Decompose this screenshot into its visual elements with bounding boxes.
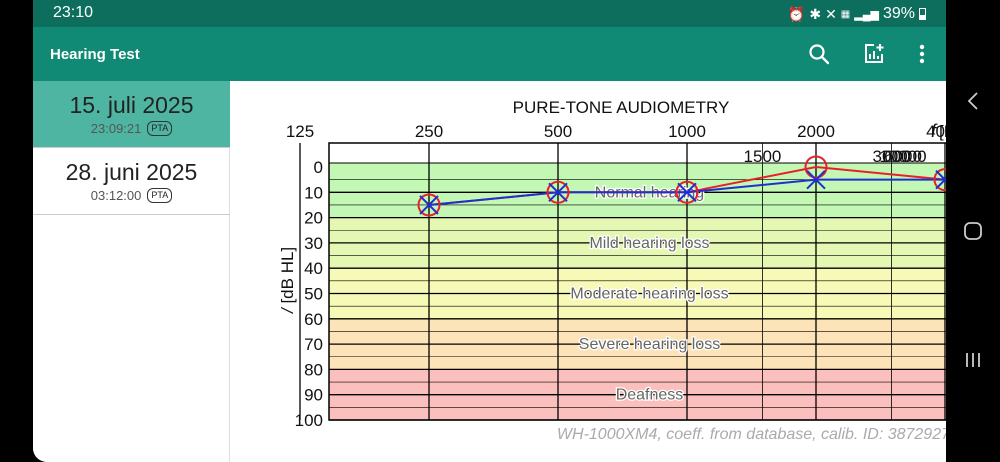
y-unit-symbol: / <box>278 304 297 314</box>
battery-icon <box>919 8 926 20</box>
add-chart-button[interactable] <box>859 39 889 69</box>
y-tick-label: 100 <box>295 411 323 430</box>
pta-badge: PTA <box>147 121 172 136</box>
app-title: Hearing Test <box>50 46 140 63</box>
x-minor-tick-label: 10000 <box>879 147 926 166</box>
band-label: Deafness <box>616 387 684 404</box>
volte-icon: ▦ <box>841 9 850 20</box>
status-icons: ⏰ ✱ ✕ ▦ ▂▄▆ 39% <box>788 5 926 23</box>
search-icon <box>808 43 830 65</box>
y-tick-label: 50 <box>304 285 323 304</box>
recents-icon <box>963 350 983 370</box>
y-tick-label: 10 <box>304 183 323 202</box>
y-tick-label: 40 <box>304 259 323 278</box>
more-options-button[interactable] <box>907 39 937 69</box>
audiogram-panel: Normal hearing Mild hearing loss Moderate … <box>231 81 946 462</box>
recents-button[interactable] <box>958 345 988 375</box>
plot-header-area <box>329 143 946 163</box>
session-date: 15. juli 2025 <box>33 92 230 119</box>
app-bar: Hearing Test <box>33 27 946 81</box>
chart-title: PURE-TONE AUDIOMETRY <box>513 98 730 117</box>
app-screen: 23:10 ⏰ ✱ ✕ ▦ ▂▄▆ 39% Hearing Test <box>33 0 946 462</box>
home-button[interactable] <box>958 216 988 246</box>
status-bar: 23:10 ⏰ ✱ ✕ ▦ ▂▄▆ 39% <box>33 0 946 27</box>
y-tick-label: 0 <box>314 158 323 177</box>
alarm-icon: ⏰ <box>788 6 805 23</box>
session-item[interactable]: 28. juni 2025 03:12:00 PTA <box>33 148 230 215</box>
y-unit-label: / [dB HL] <box>278 247 297 314</box>
x-minor-tick-label: 1500 <box>744 147 782 166</box>
session-time: 23:09:21 <box>91 121 142 136</box>
band-label: Moderate hearing loss <box>570 286 728 303</box>
search-button[interactable] <box>804 39 834 69</box>
x-tick-label: 1000 <box>668 122 706 141</box>
session-date: 28. juni 2025 <box>33 159 230 186</box>
pta-badge: PTA <box>147 188 172 203</box>
calibration-footnote: WH-1000XM4, coeff. from database, calib.… <box>557 426 946 443</box>
x-tick-label: 125 <box>286 122 314 141</box>
status-time: 23:10 <box>53 4 93 22</box>
y-tick-label: 30 <box>304 234 323 253</box>
session-item[interactable]: 15. juli 2025 23:09:21 PTA <box>33 81 230 148</box>
x-unit-label: [Hz] <box>939 122 946 141</box>
x-tick-label: 250 <box>415 122 443 141</box>
band-label: Mild hearing loss <box>589 235 709 252</box>
y-tick-label: 60 <box>304 310 323 329</box>
x-tick-label: 2000 <box>797 122 835 141</box>
session-list: 15. juli 2025 23:09:21 PTA 28. juni 2025… <box>33 81 230 462</box>
signal-icon: ▂▄▆ <box>854 8 879 21</box>
back-button[interactable] <box>958 86 988 116</box>
home-icon <box>963 221 983 241</box>
bluetooth-icon: ✱ <box>809 6 821 23</box>
battery-level: 39% <box>883 5 915 23</box>
y-unit-text: [dB HL] <box>278 247 297 304</box>
x-tick-label: 500 <box>544 122 572 141</box>
add-chart-icon <box>863 43 885 65</box>
mute-icon: ✕ <box>825 6 837 23</box>
navigation-bar <box>946 0 1000 462</box>
session-time: 03:12:00 <box>91 188 142 203</box>
y-tick-label: 70 <box>304 335 323 354</box>
y-tick-label: 90 <box>304 386 323 405</box>
back-icon <box>966 91 980 111</box>
y-tick-label: 20 <box>304 209 323 228</box>
band-label: Severe hearing loss <box>579 336 720 353</box>
more-vert-icon <box>918 43 926 65</box>
y-tick-label: 80 <box>304 360 323 379</box>
